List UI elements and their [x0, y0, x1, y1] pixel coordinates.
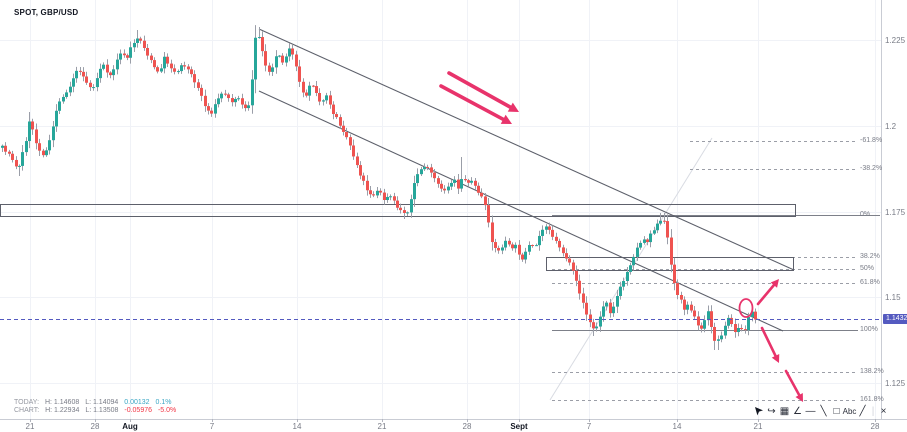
today-change-pct: 0.1%: [155, 399, 172, 406]
fib-level-label: 50%: [860, 265, 875, 272]
trend-angle-icon[interactable]: ∠: [793, 405, 802, 417]
date-axis-label: 21: [25, 422, 35, 431]
toolbar-separator: |: [871, 405, 875, 417]
date-axis-label: 21: [753, 422, 763, 431]
fib-level-label: 0%: [860, 211, 871, 218]
date-axis-label: 21: [377, 422, 387, 431]
chart-high: H: 1.22934: [45, 406, 80, 414]
date-axis-label: 7: [209, 422, 215, 431]
chart-change: -0.05976: [124, 406, 152, 414]
today-label: TODAY:: [14, 399, 40, 406]
elbow-arrow-icon[interactable]: ↪: [767, 405, 776, 417]
date-axis-label: 28: [462, 422, 472, 431]
chart-low: L: 1.13508: [85, 406, 119, 414]
fib-grid-icon[interactable]: ▦: [779, 405, 790, 417]
price-axis-label: 1.15: [885, 293, 901, 302]
close-icon[interactable]: ×: [880, 405, 887, 417]
ohlc-legend: TODAY: H: 1.14608 L: 1.14094 0.00132 0.1…: [14, 399, 180, 414]
floating-drawing-toolbar[interactable]: ↪ ▦ ∠ — ╲ □ Abc ╱ | ×: [752, 403, 890, 419]
chart-change-pct: -5.0%: [157, 406, 177, 414]
fib-level-label: 138.2%: [860, 368, 884, 375]
fib-level-label: 61.8%: [860, 279, 880, 286]
fib-level-label: -38.2%: [860, 165, 883, 172]
date-axis-label: 7: [586, 422, 592, 431]
chart-label: CHART:: [14, 406, 40, 414]
today-change: 0.00132: [124, 399, 150, 406]
price-axis-label: 1.125: [885, 379, 906, 388]
price-axis-label: 1.2: [885, 122, 897, 131]
date-axis-label: Aug: [122, 422, 138, 431]
legend-row-today: TODAY: H: 1.14608 L: 1.14094 0.00132 0.1…: [14, 399, 180, 407]
text-tool-icon[interactable]: Abc: [842, 406, 857, 416]
price-axis-label: 1.225: [885, 36, 906, 45]
date-axis-label: 28: [90, 422, 100, 431]
rectangle-tool-icon[interactable]: □: [833, 405, 840, 417]
fib-level-label: 100%: [860, 326, 878, 333]
legend-row-chart: CHART: H: 1.22934 L: 1.13508 -0.05976 -5…: [14, 407, 180, 415]
last-price-badge: 1.1432: [883, 314, 907, 324]
price-axis-label: 1.175: [885, 208, 906, 217]
symbol-title: SPOT, GBP/USD: [14, 8, 79, 17]
date-axis-label: Sept: [510, 422, 528, 431]
today-low: L: 1.14094: [85, 399, 119, 406]
fib-level-label: 38.2%: [860, 253, 880, 260]
date-axis-label: 14: [292, 422, 302, 431]
cursor-tool-icon[interactable]: [752, 404, 765, 419]
trend-line-icon[interactable]: ╲: [820, 405, 827, 417]
horizontal-line-icon[interactable]: —: [805, 405, 816, 417]
fib-level-label: -61.8%: [860, 137, 883, 144]
today-high: H: 1.14608: [44, 399, 80, 406]
line-tool-icon[interactable]: ╱: [859, 405, 866, 417]
fib-level-label: 161.8%: [860, 396, 884, 403]
date-axis-label: 28: [870, 422, 880, 431]
date-axis-label: 14: [672, 422, 682, 431]
